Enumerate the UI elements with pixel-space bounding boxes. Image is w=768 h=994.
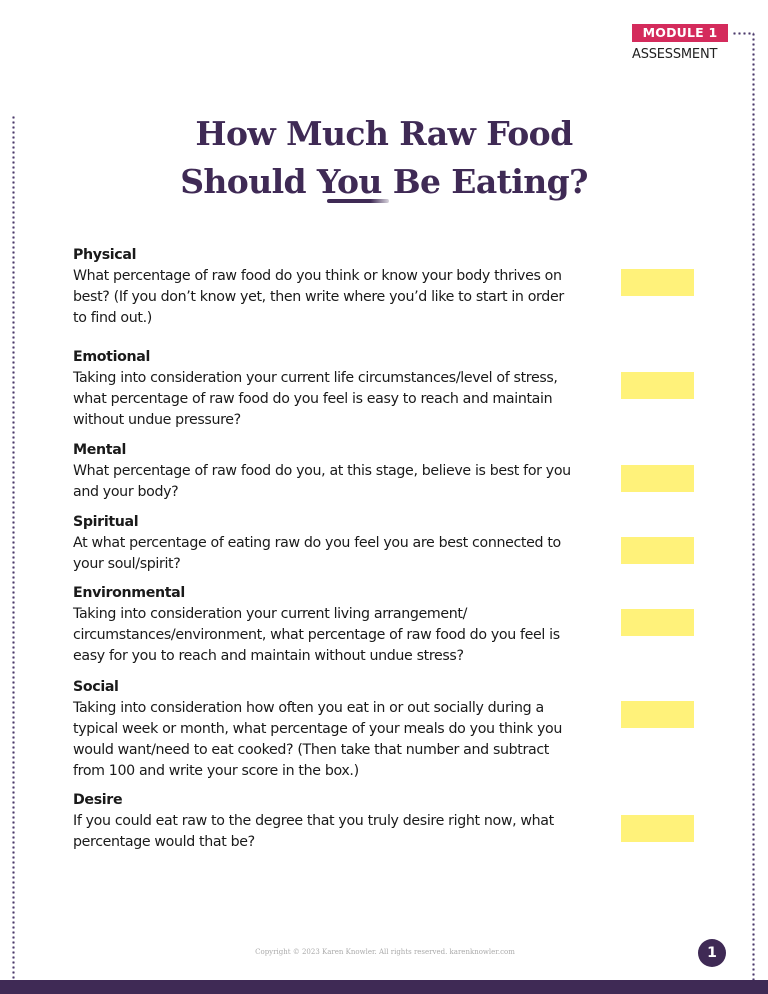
section-label: ASSESSMENT <box>632 47 718 62</box>
question-text: At what percentage of eating raw do you … <box>73 535 561 572</box>
question-emotional: Emotional Taking into consideration your… <box>73 347 573 431</box>
question-heading: Desire <box>73 792 123 808</box>
question-mental: Mental What percentage of raw food do yo… <box>73 440 573 503</box>
question-heading: Emotional <box>73 349 151 365</box>
title-line-2: Should You Be Eating? <box>0 158 768 206</box>
underline-swoosh <box>327 199 389 203</box>
dotted-border-left <box>12 115 15 980</box>
question-social: Social Taking into consideration how oft… <box>73 677 573 782</box>
question-environmental: Environmental Taking into consideration … <box>73 583 573 667</box>
question-heading: Spiritual <box>73 514 139 530</box>
title-text: Be Eating? <box>381 162 589 201</box>
module-badge: MODULE 1 <box>632 24 728 42</box>
answer-box-mental[interactable] <box>621 465 694 492</box>
dotted-border-right <box>752 32 755 980</box>
title-text: Should <box>180 162 317 201</box>
question-heading: Mental <box>73 442 126 458</box>
question-physical: Physical What percentage of raw food do … <box>73 245 573 329</box>
footer-bar <box>0 980 768 994</box>
answer-box-emotional[interactable] <box>621 372 694 399</box>
question-desire: Desire If you could eat raw to the degre… <box>73 790 573 853</box>
title-emphasis: You <box>316 162 383 201</box>
question-text: What percentage of raw food do you think… <box>73 268 564 326</box>
question-text: If you could eat raw to the degree that … <box>73 813 554 850</box>
page-number-badge: 1 <box>698 939 726 967</box>
answer-box-desire[interactable] <box>621 815 694 842</box>
question-text: Taking into consideration your current l… <box>73 606 560 664</box>
copyright-text: Copyright © 2023 Karen Knowler. All righ… <box>255 948 515 956</box>
question-heading: Physical <box>73 247 137 263</box>
question-text: Taking into consideration how often you … <box>73 700 562 779</box>
question-spiritual: Spiritual At what percentage of eating r… <box>73 512 573 575</box>
question-text: Taking into consideration your current l… <box>73 370 558 428</box>
answer-box-physical[interactable] <box>621 269 694 296</box>
answer-box-environmental[interactable] <box>621 609 694 636</box>
question-text: What percentage of raw food do you, at t… <box>73 463 571 500</box>
question-heading: Environmental <box>73 585 185 601</box>
answer-box-spiritual[interactable] <box>621 537 694 564</box>
dotted-border-top <box>732 32 754 35</box>
title-line-1: How Much Raw Food <box>195 114 573 153</box>
answer-box-social[interactable] <box>621 701 694 728</box>
page-title: How Much Raw Food Should You Be Eating? <box>0 110 768 206</box>
question-heading: Social <box>73 679 119 695</box>
